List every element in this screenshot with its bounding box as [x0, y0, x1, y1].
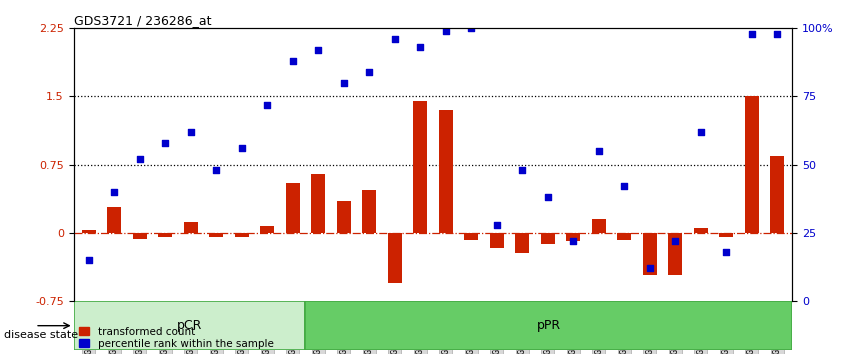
Bar	[107, 207, 121, 233]
Bar	[261, 227, 275, 233]
Point	[210, 167, 223, 173]
Bar	[184, 222, 197, 233]
Point	[184, 129, 197, 135]
Point	[566, 238, 580, 244]
Bar	[770, 155, 784, 233]
Point	[617, 184, 631, 189]
Bar	[305, 301, 792, 350]
Point	[362, 69, 376, 75]
Point	[669, 238, 682, 244]
Point	[158, 140, 172, 145]
Point	[694, 129, 708, 135]
Bar	[413, 101, 427, 233]
Point	[107, 189, 121, 195]
Point	[312, 47, 326, 53]
Point	[540, 194, 554, 200]
Bar	[489, 233, 504, 248]
Bar	[337, 201, 351, 233]
Point	[413, 45, 427, 50]
Bar	[132, 233, 147, 239]
Bar	[540, 233, 555, 244]
Bar	[694, 228, 708, 233]
Bar	[82, 230, 96, 233]
Point	[490, 222, 504, 227]
Bar	[439, 110, 453, 233]
Bar	[669, 233, 682, 275]
Point	[82, 257, 96, 263]
Point	[770, 31, 784, 36]
Bar	[591, 219, 605, 233]
Point	[261, 102, 275, 108]
Bar	[719, 233, 734, 237]
Point	[745, 31, 759, 36]
Bar	[515, 233, 529, 253]
Bar	[617, 233, 631, 240]
Point	[286, 58, 300, 64]
Bar	[643, 233, 656, 275]
Point	[591, 148, 605, 154]
Bar	[235, 233, 249, 237]
Bar	[745, 97, 759, 233]
Point	[337, 80, 351, 86]
Bar	[566, 233, 580, 241]
Bar	[74, 301, 305, 350]
Bar	[158, 233, 172, 237]
Legend: transformed count, percentile rank within the sample: transformed count, percentile rank withi…	[79, 327, 274, 349]
Text: GDS3721 / 236286_at: GDS3721 / 236286_at	[74, 14, 211, 27]
Point	[388, 36, 402, 42]
Point	[719, 249, 733, 255]
Bar	[388, 233, 402, 283]
Point	[515, 167, 529, 173]
Text: pPR: pPR	[536, 319, 560, 332]
Text: pCR: pCR	[177, 319, 202, 332]
Point	[133, 156, 147, 162]
Bar	[311, 174, 326, 233]
Point	[439, 28, 453, 34]
Text: disease state: disease state	[4, 330, 79, 339]
Bar	[210, 233, 223, 237]
Bar	[464, 233, 478, 240]
Bar	[286, 183, 300, 233]
Point	[464, 25, 478, 31]
Point	[643, 266, 656, 271]
Point	[235, 145, 249, 151]
Bar	[362, 190, 377, 233]
